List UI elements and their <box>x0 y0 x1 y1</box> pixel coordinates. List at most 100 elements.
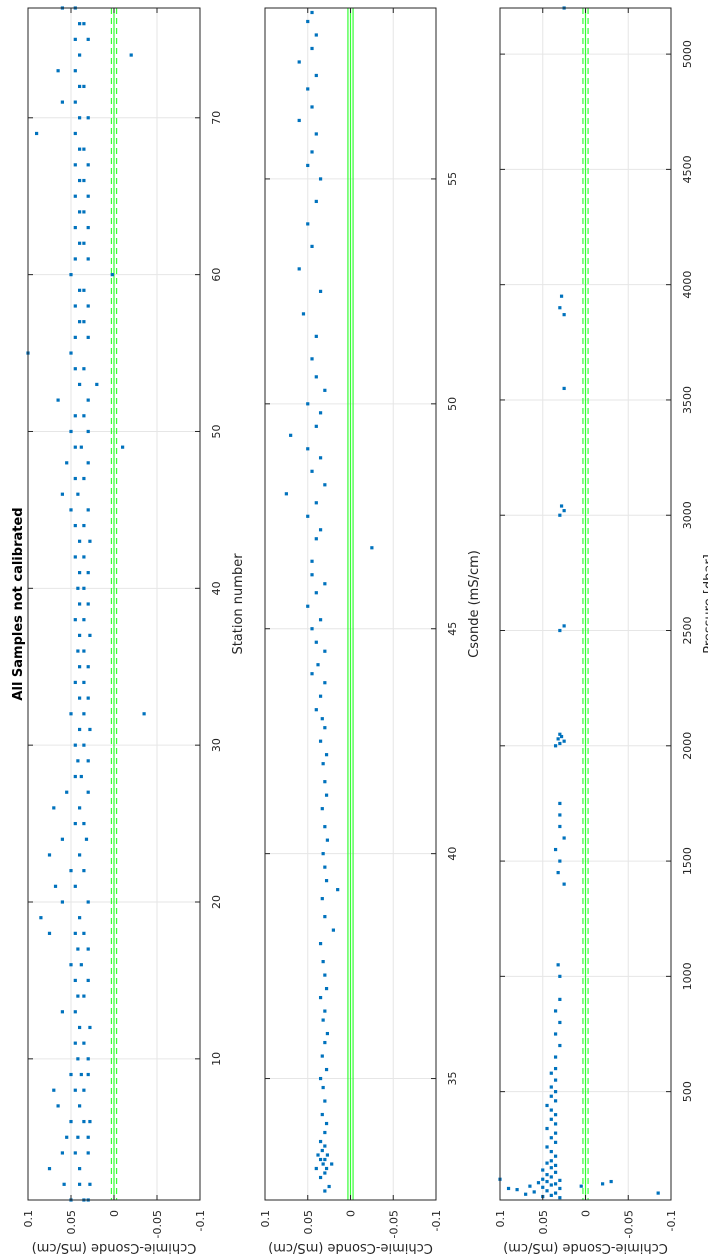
data-point <box>549 1117 553 1121</box>
x-tick-label: 4500 <box>681 155 694 183</box>
data-point <box>142 712 146 716</box>
data-point <box>549 1108 553 1112</box>
data-point <box>86 429 90 434</box>
data-point <box>82 743 86 747</box>
data-point <box>558 1043 562 1048</box>
data-point <box>323 1130 327 1135</box>
data-point <box>559 294 564 298</box>
data-point <box>73 131 77 136</box>
y-tick-label: -0.05 <box>151 1210 164 1238</box>
data-point <box>323 1189 327 1193</box>
data-point <box>325 1031 330 1036</box>
data-point <box>69 508 73 512</box>
y-tick-label: 0.1 <box>259 1210 272 1228</box>
data-point <box>310 469 314 473</box>
data-point <box>306 163 310 168</box>
data-point <box>297 267 301 271</box>
data-point <box>56 69 60 73</box>
data-point <box>323 780 327 784</box>
data-point <box>324 1067 329 1072</box>
data-point <box>318 411 323 415</box>
data-point <box>310 46 314 51</box>
data-point <box>558 513 562 517</box>
data-point <box>562 386 566 391</box>
data-point <box>323 1157 327 1162</box>
data-point <box>545 1173 549 1177</box>
data-point <box>78 602 82 606</box>
data-point <box>553 1163 558 1168</box>
data-point <box>78 178 82 183</box>
data-point <box>558 732 562 736</box>
data-point <box>324 986 329 991</box>
data-point <box>73 555 77 559</box>
data-point <box>88 1025 92 1030</box>
x-tick-label: 45 <box>446 622 459 636</box>
y-tick-label: 0.1 <box>494 1210 507 1228</box>
data-point <box>88 727 92 732</box>
data-point <box>78 210 82 214</box>
data-point <box>545 1161 549 1165</box>
data-point <box>562 624 566 628</box>
data-point <box>69 963 73 967</box>
data-point <box>545 1189 549 1193</box>
data-point <box>562 313 566 317</box>
data-point <box>60 900 64 904</box>
data-point <box>73 884 77 888</box>
data-point <box>76 492 80 496</box>
data-point <box>558 813 562 817</box>
y-tick-label: 0.1 <box>22 1210 35 1228</box>
data-point <box>73 69 77 73</box>
data-point <box>321 852 325 856</box>
data-point <box>82 523 86 528</box>
data-point <box>549 1085 553 1089</box>
data-point <box>69 429 73 434</box>
data-point <box>306 402 310 406</box>
data-point <box>86 1135 90 1139</box>
data-point <box>318 1175 323 1180</box>
data-point <box>78 633 82 637</box>
data-point <box>73 931 77 935</box>
data-point <box>310 150 314 154</box>
data-point <box>558 801 562 806</box>
data-point <box>558 741 562 746</box>
data-point <box>318 618 323 622</box>
data-point <box>86 194 90 198</box>
data-point <box>558 974 562 978</box>
x-tick-label: 3000 <box>681 501 694 529</box>
x-tick-label: 60 <box>210 268 223 282</box>
data-point <box>314 1166 318 1171</box>
data-point <box>82 288 86 292</box>
data-point <box>310 672 314 676</box>
y-tick-label: -0.05 <box>622 1210 635 1238</box>
x-axis-label: Station number <box>231 553 246 655</box>
data-point <box>88 1182 92 1186</box>
data-point <box>553 1055 558 1059</box>
data-point <box>331 928 335 932</box>
data-point <box>310 105 314 109</box>
data-point <box>310 573 314 577</box>
data-point <box>553 1182 558 1186</box>
data-point <box>82 241 86 245</box>
data-point <box>78 147 82 151</box>
data-point <box>321 960 325 964</box>
data-point <box>318 289 323 293</box>
data-point <box>86 461 90 465</box>
data-point <box>310 244 314 248</box>
data-point <box>325 1153 330 1157</box>
figure-title: All Samples not calibrated <box>11 507 26 700</box>
data-point <box>86 1057 90 1061</box>
data-point <box>321 1085 325 1090</box>
data-point <box>553 1191 558 1195</box>
data-point <box>553 1078 558 1082</box>
data-point <box>559 504 564 508</box>
data-point <box>549 1071 553 1075</box>
data-point <box>323 483 327 487</box>
data-point <box>78 53 82 57</box>
data-point <box>78 382 82 387</box>
data-point <box>78 320 82 324</box>
data-point <box>323 1009 327 1013</box>
data-point <box>324 1121 329 1126</box>
data-point <box>562 739 566 743</box>
data-point <box>314 334 318 338</box>
data-point <box>318 995 323 1000</box>
